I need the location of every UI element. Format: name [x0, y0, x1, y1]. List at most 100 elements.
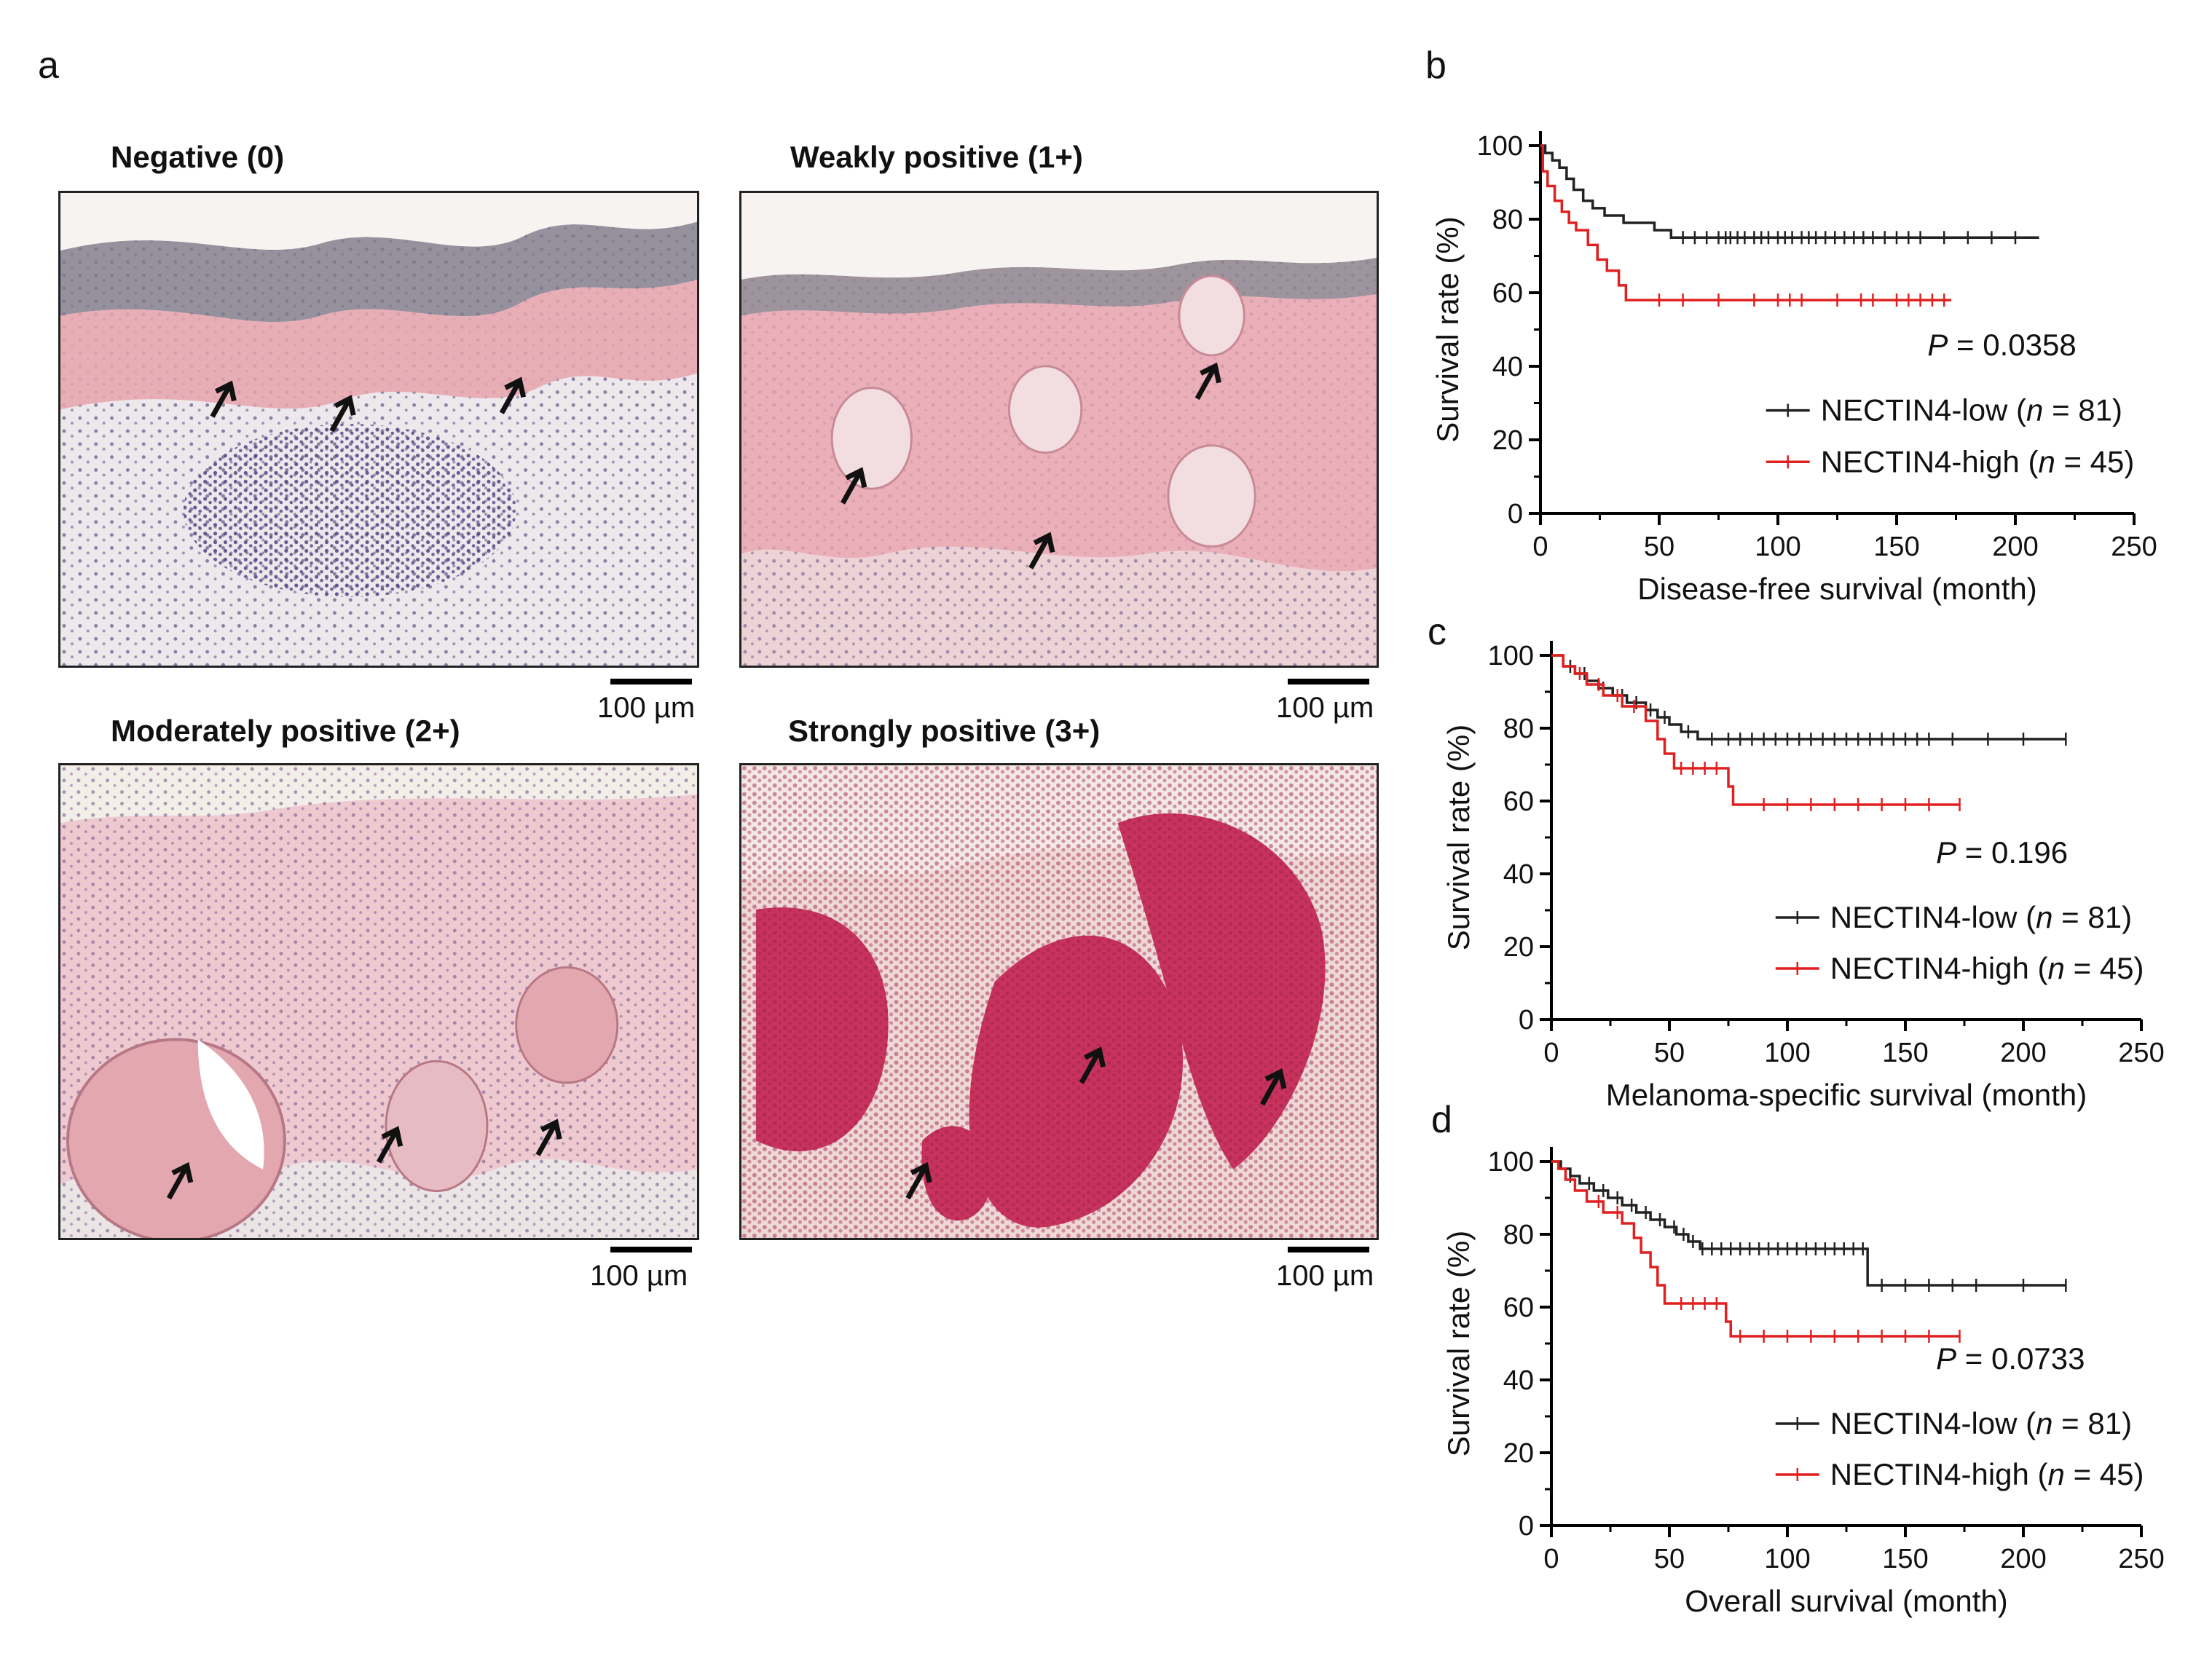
scale-bar-negative	[610, 679, 692, 685]
x-tick-label: 50	[1654, 1544, 1685, 1574]
histology-title-negative: Negative (0)	[111, 140, 285, 174]
y-tick-label: 0	[1508, 499, 1523, 529]
km-curve-high	[1551, 654, 1960, 806]
x-axis-title: Disease-free survival (month)	[1637, 572, 2037, 606]
panel-label-b: b	[1425, 44, 1447, 87]
panel-label-d: d	[1431, 1099, 1452, 1141]
x-tick-label: 250	[2111, 532, 2157, 562]
strong-tissue-illustration	[741, 765, 1377, 1238]
histology-image-weak	[739, 191, 1379, 668]
scale-label-weak: 100 µm	[1276, 692, 1374, 724]
y-tick-label: 40	[1503, 859, 1534, 890]
p-value-symbol: P	[1927, 328, 1948, 362]
histology-title-weak: Weakly positive (1+)	[790, 140, 1083, 174]
arrow-icon	[210, 376, 527, 433]
y-axis-title: Survival rate (%)	[1441, 1231, 1476, 1456]
scale-label-negative: 100 µm	[597, 692, 696, 724]
x-tick-label: 100	[1764, 1038, 1810, 1068]
scale-label-strong: 100 µm	[1276, 1260, 1374, 1292]
km-curve-high	[1551, 1160, 1960, 1338]
legend-n-value: = 81)	[2043, 393, 2122, 427]
legend-label-low: NECTIN4-low (n = 81)	[1830, 1406, 2132, 1440]
legend-label-high: NECTIN4-high (n = 45)	[1830, 1457, 2144, 1491]
negative-tissue-illustration	[60, 193, 697, 666]
p-value-symbol: P	[1936, 1341, 1956, 1376]
p-value-text: = 0.196	[1956, 835, 2068, 869]
x-axis-title: Overall survival (month)	[1685, 1584, 2007, 1618]
legend-n-symbol: n	[2036, 1406, 2052, 1440]
legend-name: NECTIN4-low (	[1821, 393, 2026, 427]
p-value-symbol: P	[1936, 835, 1956, 869]
x-tick-label: 200	[1992, 532, 2038, 562]
p-value-label: P = 0.0358	[1927, 328, 2076, 362]
x-tick-label: 250	[2118, 1038, 2164, 1068]
scale-bar-strong	[1288, 1247, 1369, 1252]
legend-name: NECTIN4-high (	[1830, 1457, 2048, 1491]
x-axis-title: Melanoma-specific survival (month)	[1606, 1078, 2087, 1112]
x-tick-label: 150	[1882, 1038, 1928, 1068]
y-tick-label: 40	[1492, 352, 1523, 382]
legend-name: NECTIN4-high (	[1830, 951, 2048, 985]
legend-n-symbol: n	[2038, 444, 2055, 478]
x-tick-label: 250	[2118, 1544, 2164, 1574]
legend-n-value: = 45)	[2055, 444, 2135, 478]
weak-tissue-illustration	[741, 193, 1377, 666]
legend-label-low: NECTIN4-low (n = 81)	[1830, 900, 2132, 934]
y-tick-label: 60	[1503, 1293, 1534, 1323]
moderate-tissue-illustration	[60, 765, 697, 1238]
x-tick-label: 0	[1543, 1038, 1559, 1068]
arrow-icon	[841, 362, 1221, 569]
legend-label-high: NECTIN4-high (n = 45)	[1830, 951, 2144, 985]
y-tick-label: 100	[1477, 131, 1523, 162]
kaplan-meier-chart-melanoma-specific: 0 20 40 60 80 100 0 50 100 150 200 250 Melanoma-spec…	[1441, 641, 2165, 1112]
scale-bar-moderate	[610, 1247, 692, 1252]
y-tick-label: 100	[1488, 641, 1534, 671]
y-tick-label: 100	[1488, 1147, 1534, 1177]
histology-image-negative	[58, 191, 699, 668]
legend-n-value: = 45)	[2065, 1457, 2144, 1491]
km-curve-low	[1540, 144, 2039, 239]
panel-label-a: a	[38, 44, 59, 87]
legend-name: NECTIN4-high (	[1821, 444, 2039, 478]
legend-label-high: NECTIN4-high (n = 45)	[1821, 444, 2135, 478]
km-curve-low	[1551, 1160, 2066, 1287]
p-value-label: P = 0.196	[1936, 835, 2068, 869]
x-tick-label: 200	[2000, 1038, 2046, 1068]
y-axis-title: Survival rate (%)	[1441, 725, 1476, 950]
legend-n-value: = 81)	[2053, 900, 2133, 934]
km-curve-high	[1540, 144, 1951, 301]
histology-image-strong	[739, 763, 1379, 1240]
x-tick-label: 50	[1654, 1038, 1685, 1068]
legend-n-symbol: n	[2026, 393, 2043, 427]
x-tick-label: 50	[1644, 532, 1674, 562]
kaplan-meier-chart-overall: 0 20 40 60 80 100 0 50 100 150 200 250 Overall survi…	[1441, 1147, 2165, 1618]
scale-label-moderate: 100 µm	[590, 1260, 688, 1292]
arrow-icon	[166, 1119, 562, 1200]
y-tick-label: 80	[1492, 205, 1523, 235]
x-tick-label: 0	[1543, 1544, 1559, 1574]
y-tick-label: 60	[1492, 278, 1523, 309]
y-tick-label: 60	[1503, 786, 1534, 817]
legend-name: NECTIN4-low (	[1830, 900, 2036, 934]
y-tick-label: 80	[1503, 1220, 1534, 1250]
y-tick-label: 40	[1503, 1365, 1534, 1396]
p-value-text: = 0.0733	[1956, 1341, 2085, 1376]
histology-title-strong: Strongly positive (3+)	[788, 714, 1101, 748]
p-value-text: = 0.0358	[1948, 328, 2076, 362]
y-tick-label: 20	[1503, 1438, 1534, 1469]
y-tick-label: 0	[1519, 1005, 1534, 1035]
scale-bar-weak	[1288, 679, 1369, 685]
x-tick-label: 100	[1764, 1544, 1810, 1574]
x-tick-label: 150	[1882, 1544, 1928, 1574]
x-tick-label: 200	[2000, 1544, 2046, 1574]
histology-image-moderate	[58, 763, 699, 1240]
legend-n-value: = 81)	[2053, 1406, 2133, 1440]
legend-n-symbol: n	[2048, 951, 2065, 985]
legend-n-value: = 45)	[2065, 951, 2144, 985]
legend-n-symbol: n	[2036, 900, 2052, 934]
kaplan-meier-chart-disease-free: 0 20 40 60 80 100 0 50 100 150 200 250 Disease-free …	[1430, 131, 2157, 606]
km-curve-low	[1551, 654, 2066, 741]
y-tick-label: 0	[1519, 1511, 1534, 1542]
legend-name: NECTIN4-low (	[1830, 1406, 2036, 1440]
y-tick-label: 20	[1503, 932, 1534, 963]
